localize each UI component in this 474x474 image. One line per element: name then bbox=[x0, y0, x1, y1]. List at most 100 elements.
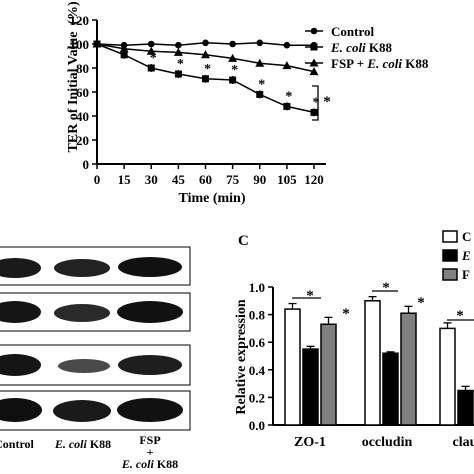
bar bbox=[439, 327, 456, 426]
data-point-triangle bbox=[309, 67, 319, 76]
legend-swatch-white bbox=[442, 230, 458, 243]
bar-y-tick-label: 0.2 bbox=[249, 390, 265, 405]
data-point-circle bbox=[147, 40, 155, 48]
legend-swatch-black bbox=[442, 249, 458, 262]
y-axis-unit: (%) bbox=[66, 1, 81, 25]
y-tick-label: 40 bbox=[76, 109, 89, 124]
significance-star: * bbox=[285, 89, 292, 104]
legend-marker-circle bbox=[310, 27, 318, 35]
lane-label-fsp: FSP bbox=[139, 433, 160, 447]
x-tick-label: 75 bbox=[226, 172, 240, 187]
legend-label-1: C bbox=[462, 229, 471, 244]
lane-label-control: Control bbox=[0, 437, 35, 451]
y-tick-label: 0 bbox=[83, 157, 90, 172]
bar-category-group: ZO-1 occludin clau bbox=[294, 435, 474, 450]
y-tick-label: 20 bbox=[76, 133, 89, 148]
legend-swatch-gray bbox=[442, 268, 458, 281]
legend: Control E. coli K88 FSP + E. coli K88 bbox=[305, 24, 429, 71]
significance-star: * bbox=[204, 62, 211, 77]
y-tick-label: 100 bbox=[70, 37, 90, 52]
lane-label-fsp-ecoli: E. coli K88 bbox=[121, 457, 178, 471]
legend-label-2: E bbox=[461, 248, 471, 263]
data-point-circle bbox=[229, 40, 236, 48]
bar-group bbox=[284, 296, 474, 426]
data-point-square bbox=[283, 102, 291, 110]
bar-category-label: clau bbox=[453, 435, 474, 450]
legend-item-ecoli: E. coli K88 bbox=[305, 40, 393, 55]
bar-y-tick-label: 0.6 bbox=[249, 335, 266, 350]
data-point-triangle bbox=[282, 61, 292, 70]
sig-star: * bbox=[382, 280, 390, 296]
data-point-triangle bbox=[92, 39, 102, 48]
bar-category-label: ZO-1 bbox=[294, 435, 326, 450]
significance-group: * * * * * * * bbox=[150, 51, 320, 110]
data-point-triangle bbox=[173, 47, 183, 56]
bar-y-axis-label: Relative expression bbox=[234, 299, 249, 414]
significance-star: * bbox=[313, 95, 320, 110]
significance-star: * bbox=[177, 57, 184, 72]
bar bbox=[457, 389, 474, 426]
data-point-circle bbox=[175, 41, 182, 49]
lane-label-plus: + bbox=[147, 445, 154, 459]
data-point-triangle bbox=[228, 53, 238, 62]
bar-y-tick-label: 0.8 bbox=[249, 308, 266, 323]
band bbox=[0, 258, 41, 278]
x-tick-label: 45 bbox=[172, 172, 186, 187]
band bbox=[53, 400, 111, 422]
x-tick-label: 60 bbox=[199, 172, 212, 187]
data-point-triangle bbox=[146, 46, 156, 55]
bar-chart: C Relative expression 0.0 0.2 0.4 0.6 0.8 1.0… bbox=[234, 229, 474, 450]
data-point-square bbox=[147, 64, 155, 72]
bar-legend: C E F bbox=[442, 229, 471, 282]
y-tick-label: 80 bbox=[76, 61, 89, 76]
x-tick-group: 0 15 30 45 60 75 90 105 120 bbox=[94, 164, 324, 187]
data-point-square bbox=[174, 70, 182, 78]
data-point-square bbox=[256, 90, 264, 98]
x-tick-label: 120 bbox=[304, 172, 324, 187]
legend-label-3: F bbox=[462, 267, 470, 282]
bar bbox=[320, 323, 337, 426]
bar-y-tick-label: 0.4 bbox=[249, 363, 266, 378]
band bbox=[0, 398, 42, 422]
panel-label-c: C bbox=[238, 233, 249, 249]
band bbox=[54, 259, 110, 277]
band bbox=[58, 359, 110, 373]
data-point-circle bbox=[256, 39, 264, 47]
bar bbox=[284, 308, 301, 426]
bar bbox=[364, 300, 381, 426]
bar bbox=[400, 312, 417, 426]
data-point-circle bbox=[283, 41, 291, 49]
x-tick-label: 90 bbox=[253, 172, 266, 187]
data-point-triangle bbox=[119, 44, 129, 53]
western-blot: Control E. coli K88 FSP + E. coli K88 bbox=[0, 246, 191, 471]
sig-star: * bbox=[306, 288, 314, 304]
data-point-circle bbox=[202, 39, 209, 47]
y-axis-label: TER of Initial Value bbox=[66, 32, 81, 153]
sig-star: * bbox=[456, 308, 464, 324]
band bbox=[118, 257, 182, 277]
x-tick-label: 30 bbox=[145, 172, 158, 187]
significance-star: * bbox=[150, 51, 157, 66]
data-point-triangle bbox=[201, 50, 210, 59]
data-point-square bbox=[120, 51, 128, 59]
band bbox=[117, 301, 183, 323]
data-point-square bbox=[202, 75, 209, 83]
band bbox=[118, 355, 182, 375]
significance-star: * bbox=[231, 63, 238, 78]
bar-category-label: occludin bbox=[362, 435, 413, 450]
band bbox=[0, 354, 41, 376]
series-group bbox=[92, 39, 319, 117]
x-axis-label: Time (min) bbox=[178, 191, 245, 206]
significance-bracket bbox=[312, 85, 319, 121]
y-tick-label: 120 bbox=[70, 13, 90, 28]
band bbox=[117, 398, 183, 422]
legend-label-control: Control bbox=[331, 24, 374, 39]
sig-star: * bbox=[342, 306, 350, 322]
data-point-triangle bbox=[255, 58, 265, 67]
data-point-square bbox=[310, 108, 318, 116]
x-tick-label: 105 bbox=[277, 172, 297, 187]
significance-star: * bbox=[258, 77, 265, 92]
data-point-square bbox=[229, 76, 237, 84]
